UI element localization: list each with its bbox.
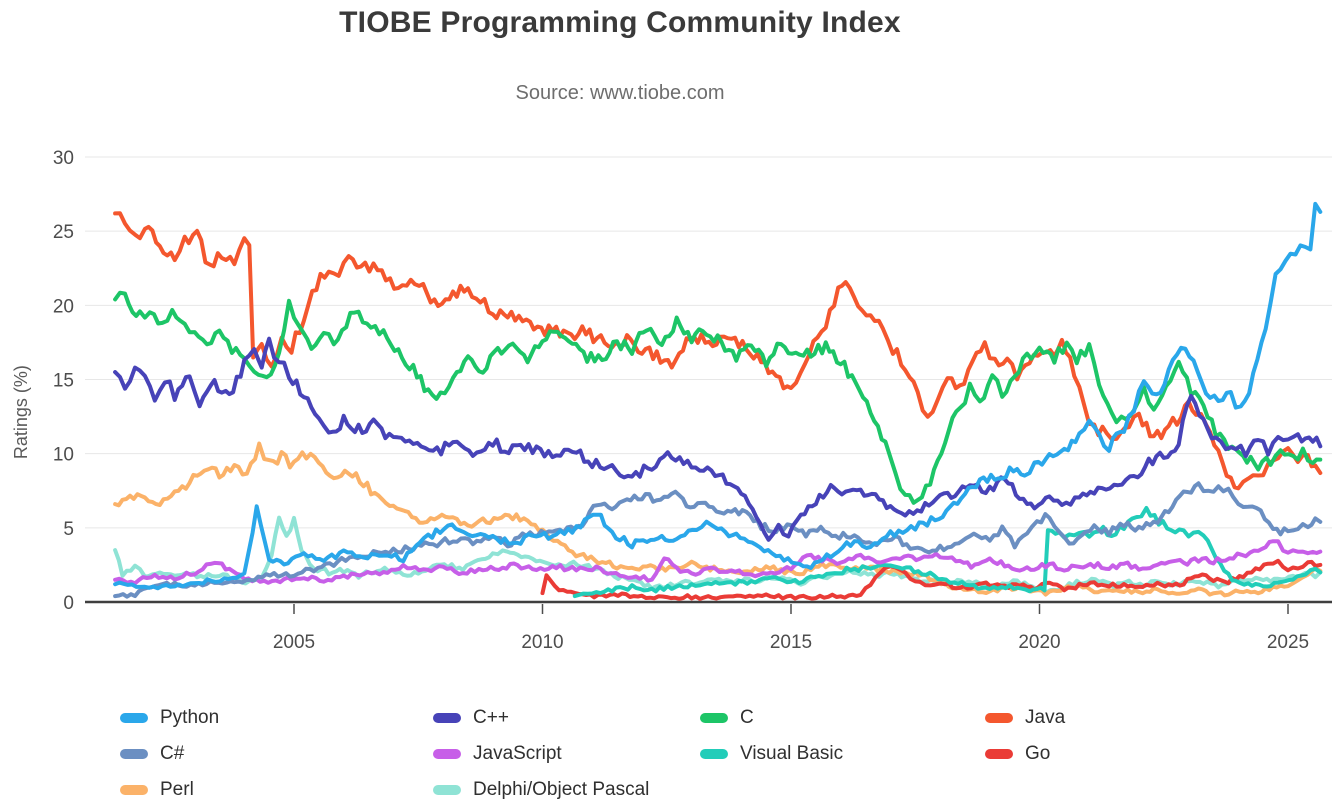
x-tick-label-2005: 2005 (273, 632, 315, 653)
y-tick-label-15: 15 (53, 371, 74, 392)
legend-item-perl[interactable]: Perl (120, 779, 433, 801)
legend-item-java[interactable]: Java (985, 707, 1215, 729)
y-tick-label-10: 10 (53, 445, 74, 466)
legend-label-javascript: JavaScript (473, 743, 562, 764)
legend-swatch-c (120, 749, 148, 759)
x-tick-label-2025: 2025 (1267, 632, 1309, 653)
legend-swatch-c (433, 713, 461, 723)
legend-swatch-java (985, 713, 1013, 723)
legend-swatch-go (985, 749, 1013, 759)
y-tick-label-0: 0 (63, 593, 74, 614)
legend-swatch-perl (120, 785, 148, 795)
series-line-python (113, 201, 1323, 591)
legend-label-java: Java (1025, 707, 1066, 728)
series-line-go (540, 558, 1323, 601)
legend-swatch-python (120, 713, 148, 723)
legend-label-c: C (740, 707, 754, 728)
legend: Python C++ C Java C# JavaScript Visual Basic Go… (120, 700, 1215, 808)
y-axis-title: Ratings (%) (11, 365, 31, 459)
legend-item-javascript[interactable]: JavaScript (433, 743, 700, 765)
chart-source-subtitle: Source: www.tiobe.com (515, 82, 725, 104)
x-tick-label-2015: 2015 (770, 632, 812, 653)
y-tick-label-30: 30 (53, 148, 74, 169)
series-line-java (113, 211, 1323, 491)
legend-item-python[interactable]: Python (120, 707, 433, 729)
legend-swatch-javascript (433, 749, 461, 759)
series-line-c (113, 481, 1323, 599)
legend-item-c[interactable]: C# (120, 743, 433, 765)
page-title: TIOBE Programming Community Index (339, 6, 901, 39)
legend-label-go: Go (1025, 743, 1051, 764)
legend-swatch-c (700, 713, 728, 723)
legend-label-python: Python (160, 707, 220, 728)
series-line-delphi-object-pascal (113, 515, 1323, 594)
x-tick-label-2020: 2020 (1018, 632, 1060, 653)
series-line-c (113, 290, 1323, 505)
y-tick-label-5: 5 (63, 519, 74, 540)
legend-item-go[interactable]: Go (985, 743, 1215, 765)
legend-item-visual-basic[interactable]: Visual Basic (700, 743, 985, 765)
y-tick-label-20: 20 (53, 296, 74, 317)
series-line-javascript (113, 539, 1323, 586)
legend-label-perl: Perl (160, 779, 194, 800)
legend-label-visual-basic: Visual Basic (740, 743, 844, 764)
legend-item-c[interactable]: C++ (433, 707, 700, 729)
legend-label-delphi-object-pascal: Delphi/Object Pascal (473, 779, 650, 800)
legend-item-delphi-object-pascal[interactable]: Delphi/Object Pascal (433, 779, 700, 801)
legend-swatch-visual-basic (700, 749, 728, 759)
legend-item-c[interactable]: C (700, 707, 985, 729)
legend-label-c: C# (160, 743, 185, 764)
legend-swatch-delphi-object-pascal (433, 785, 461, 795)
series-line-c (113, 336, 1323, 542)
series-line-visual-basic (572, 506, 1323, 599)
x-tick-label-2010: 2010 (521, 632, 563, 653)
legend-label-c: C++ (473, 707, 509, 728)
y-tick-label-25: 25 (53, 222, 74, 243)
